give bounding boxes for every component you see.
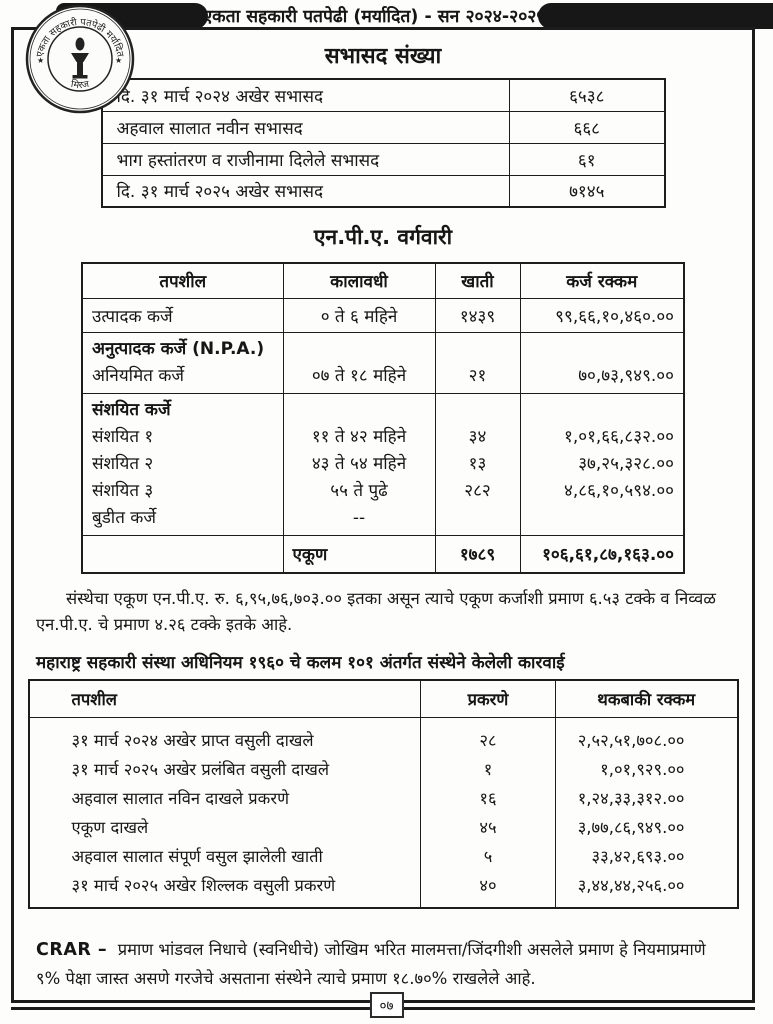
table-header-row: तपशील प्रकरणे थकबाकी रक्कम [28, 679, 738, 718]
column-header-kalavadhi: कालावधी [282, 262, 436, 299]
row-label: अनुत्पादक कर्जे (N.P.A.) अनियमित कर्जे [81, 331, 284, 394]
row-label: ३१ मार्च २०२५ अखेर प्रलंबित वसुली दाखले [28, 754, 421, 784]
row-period: ०७ ते १८ महिने [282, 331, 436, 394]
row-amount: ९९,६६,१०,४६०.०० [519, 297, 685, 333]
column-header-tapshil: तपशील [28, 679, 421, 718]
column-header-tapshil: तपशील [81, 262, 284, 299]
row-cases: १ [420, 754, 556, 784]
table-row: अहवाल सालात संपूर्ण वसुल झालेली खाती ५ ३… [28, 841, 738, 871]
row-amount: १,२४,३३,३१२.०० [555, 783, 738, 813]
row-label: ३१ मार्च २०२५ अखेर शिल्लक वसुली प्रकरणे [28, 870, 421, 909]
column-header-thakbaki: थकबाकी रक्कम [555, 679, 738, 718]
table-row: अहवाल सालात नविन दाखले प्रकरणे १६ १,२४,३… [28, 783, 738, 813]
row-label: उत्पादक कर्जे [81, 297, 284, 333]
row-cases: ५ [420, 841, 556, 871]
row-label: अहवाल सालात संपूर्ण वसुल झालेली खाती [28, 841, 421, 871]
row-label: दि. ३१ मार्च २०२५ अखेर सभासद [101, 174, 510, 208]
torch-icon [71, 37, 89, 79]
row-amount: १,०१,९२९.०० [555, 754, 738, 784]
row-label: अहवाल सालात नवीन सभासद [101, 110, 510, 144]
table-row: संशयित कर्जे संशयित १ संशयित २ संशयित ३ … [81, 392, 685, 536]
row-cases: १६ [420, 783, 556, 813]
table-row: दि. ३१ मार्च २०२५ अखेर सभासद ७१४५ [101, 174, 665, 208]
section-title-npa: एन.पी.ए. वर्गवारी [313, 225, 453, 249]
seal-star-right-icon: ★ [115, 56, 122, 65]
row-value: ६६८ [509, 110, 665, 144]
report-title: एकता सहकारी पतपेढी (मर्यादित) - सन २०२४-… [202, 7, 546, 27]
row-amount: ३,७७,८६,९४९.०० [555, 812, 738, 842]
row-cases: २८ [420, 717, 556, 755]
row-accounts: १४३९ [434, 297, 521, 333]
total-empty-cell [81, 534, 284, 574]
row-label: संशयित कर्जे संशयित १ संशयित २ संशयित ३ … [81, 392, 284, 536]
column-header-prakarne: प्रकरणे [420, 679, 556, 718]
table-row: एकूण दाखले ४५ ३,७७,८६,९४९.०० [28, 812, 738, 842]
table-row: अहवाल सालात नवीन सभासद ६६८ [101, 110, 665, 144]
table-row: दि. ३१ मार्च २०२४ अखेर सभासद ६५३८ [101, 78, 665, 112]
total-amount: १०६,६१,८७,१६३.०० [519, 534, 685, 574]
member-count-table: दि. ३१ मार्च २०२४ अखेर सभासद ६५३८ अहवाल … [100, 78, 666, 208]
banner-pill-right [538, 3, 773, 29]
table-row: ३१ मार्च २०२५ अखेर प्रलंबित वसुली दाखले … [28, 754, 738, 784]
column-header-khati: खाती [434, 262, 521, 299]
row-value: ७१४५ [509, 174, 665, 208]
row-label: भाग हस्तांतरण व राजीनामा दिलेले सभासद [101, 142, 510, 176]
society-seal-logo: एकता सहकारी पतपेढी मर्यादित मिरज ★ ★ [24, 3, 136, 119]
total-accounts: १७८९ [434, 534, 521, 574]
row-value: ६५३८ [509, 78, 665, 112]
table-total-row: एकूण १७८९ १०६,६१,८७,१६३.०० [81, 534, 685, 574]
row-amount: १,०१,६६,८३२.०० ३७,२५,३२८.०० ४,८६,१०,५९४.… [519, 392, 685, 536]
page-number: ०७ [369, 992, 404, 1018]
seal-ring-text-bottom: मिरज [70, 78, 91, 91]
row-label: ३१ मार्च २०२४ अखेर प्राप्त वसुली दाखले [28, 717, 421, 755]
crar-paragraph: CRAR – प्रमाण भांडवल निधाचे (स्वनिधीचे) … [36, 936, 730, 992]
row-label: अहवाल सालात नविन दाखले प्रकरणे [28, 783, 421, 813]
npa-table: तपशील कालावधी खाती कर्ज रक्कम उत्पादक कर… [81, 262, 685, 574]
row-period: ११ ते ४२ महिने ४३ ते ५४ महिने ५५ ते पुढे… [282, 392, 436, 536]
crar-text: प्रमाण भांडवल निधाचे (स्वनिधीचे) जोखिम भ… [36, 940, 706, 988]
row-label: दि. ३१ मार्च २०२४ अखेर सभासद [101, 78, 510, 112]
row-cases: ४५ [420, 812, 556, 842]
row-value: ६१ [509, 142, 665, 176]
crar-label: CRAR – [36, 940, 108, 961]
total-label: एकूण [282, 534, 436, 574]
row-cases: ४० [420, 870, 556, 909]
row-amount: ७०,७३,९४९.०० [519, 331, 685, 394]
table-row: उत्पादक कर्जे ० ते ६ महिने १४३९ ९९,६६,१०… [81, 297, 685, 333]
row-amount: ३३,४२,६९३.०० [555, 841, 738, 871]
row-label: एकूण दाखले [28, 812, 421, 842]
section-101-heading: महाराष्ट्र सहकारी संस्था अधिनियम १९६० चे… [36, 653, 565, 674]
table-header-row: तपशील कालावधी खाती कर्ज रक्कम [81, 262, 685, 299]
table-row: भाग हस्तांतरण व राजीनामा दिलेले सभासद ६१ [101, 142, 665, 176]
row-amount: २,५२,५१,७०८.०० [555, 717, 738, 755]
table-row: अनुत्पादक कर्जे (N.P.A.) अनियमित कर्जे ०… [81, 331, 685, 394]
row-accounts: ३४ १३ २८२ [434, 392, 521, 536]
seal-star-left-icon: ★ [37, 56, 44, 65]
table-row: ३१ मार्च २०२५ अखेर शिल्लक वसुली प्रकरणे … [28, 870, 738, 909]
row-period: ० ते ६ महिने [282, 297, 436, 333]
table-row: ३१ मार्च २०२४ अखेर प्राप्त वसुली दाखले २… [28, 717, 738, 755]
npa-summary-paragraph: संस्थेचा एकूण एन.पी.ए. रु. ६,९५,७६,७०३.०… [36, 589, 716, 634]
section-title-member-count: सभासद संख्या [324, 44, 442, 69]
column-header-rakkam: कर्ज रक्कम [519, 262, 685, 299]
recovery-table: तपशील प्रकरणे थकबाकी रक्कम ३१ मार्च २०२४… [27, 679, 739, 910]
page-frame: सभासद संख्या दि. ३१ मार्च २०२४ अखेर सभास… [11, 27, 755, 1003]
row-accounts: २१ [434, 331, 521, 394]
row-amount: ३,४४,४४,२५६.०० [555, 870, 738, 909]
